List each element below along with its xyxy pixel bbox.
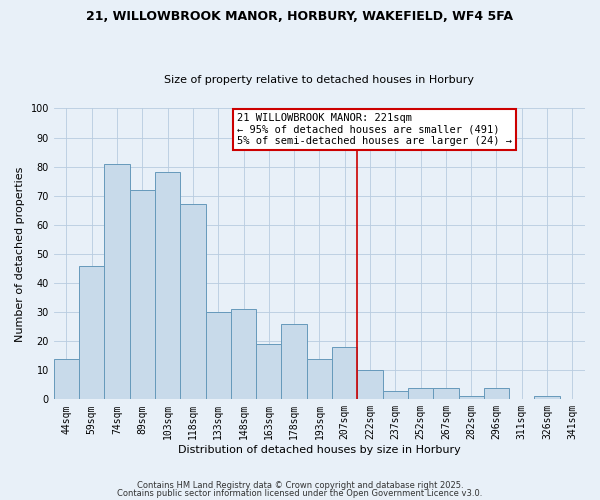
Bar [104, 164, 130, 400]
Bar [79, 266, 104, 400]
Bar [484, 388, 509, 400]
Bar [231, 309, 256, 400]
Bar [206, 312, 231, 400]
Title: Size of property relative to detached houses in Horbury: Size of property relative to detached ho… [164, 76, 475, 86]
Bar [307, 358, 332, 400]
Bar [54, 358, 79, 400]
X-axis label: Distribution of detached houses by size in Horbury: Distribution of detached houses by size … [178, 445, 461, 455]
Bar [535, 396, 560, 400]
Bar [408, 388, 433, 400]
Bar [458, 396, 484, 400]
Bar [433, 388, 458, 400]
Bar [358, 370, 383, 400]
Text: Contains public sector information licensed under the Open Government Licence v3: Contains public sector information licen… [118, 488, 482, 498]
Bar [281, 324, 307, 400]
Text: 21, WILLOWBROOK MANOR, HORBURY, WAKEFIELD, WF4 5FA: 21, WILLOWBROOK MANOR, HORBURY, WAKEFIEL… [86, 10, 514, 23]
Bar [383, 390, 408, 400]
Y-axis label: Number of detached properties: Number of detached properties [15, 166, 25, 342]
Text: 21 WILLOWBROOK MANOR: 221sqm
← 95% of detached houses are smaller (491)
5% of se: 21 WILLOWBROOK MANOR: 221sqm ← 95% of de… [237, 113, 512, 146]
Bar [155, 172, 180, 400]
Bar [256, 344, 281, 400]
Bar [332, 347, 358, 400]
Text: Contains HM Land Registry data © Crown copyright and database right 2025.: Contains HM Land Registry data © Crown c… [137, 481, 463, 490]
Bar [180, 204, 206, 400]
Bar [130, 190, 155, 400]
